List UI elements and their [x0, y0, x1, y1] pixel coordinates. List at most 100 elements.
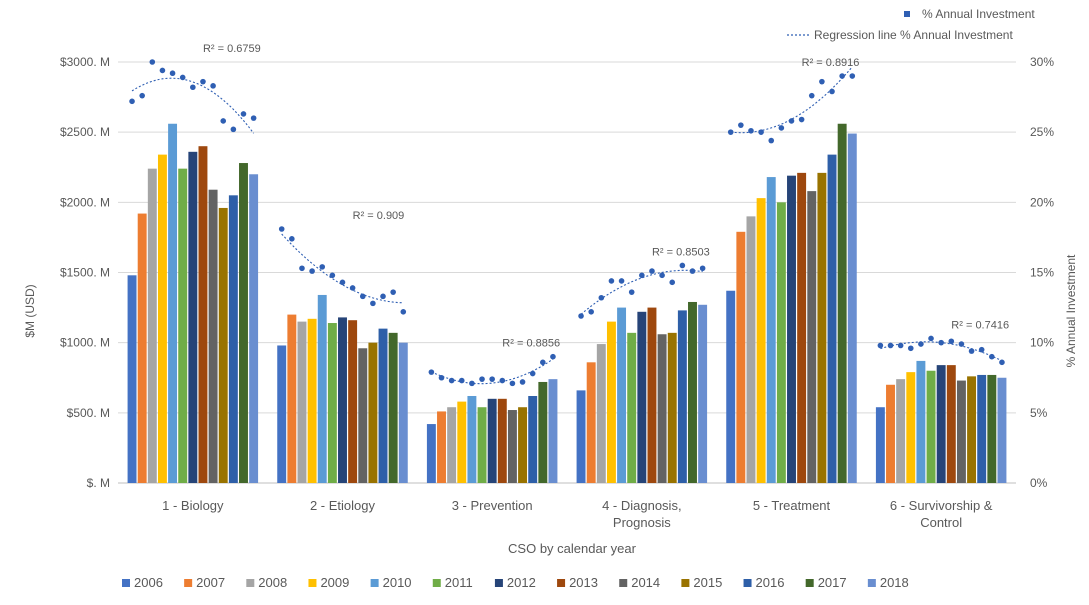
pct-dot-2018-2	[400, 308, 407, 315]
y2-tick-label: 15%	[1030, 266, 1054, 280]
pct-dot-2009-4	[608, 278, 615, 284]
pct-dot-2013-3	[499, 377, 506, 384]
pct-dot-2006-4	[578, 313, 584, 319]
y-tick-label: $2000. M	[60, 195, 110, 209]
bar-2017-1	[239, 163, 248, 484]
pct-dot-2013-1	[200, 78, 206, 85]
pct-dot-2016-3	[529, 370, 536, 377]
bar-2011-4	[627, 332, 637, 483]
pct-dot-2010-5	[768, 137, 775, 144]
pct-dot-2008-2	[299, 265, 305, 272]
legend-marker-2018	[867, 579, 876, 587]
bar-2012-4	[637, 311, 647, 483]
pct-dot-2011-4	[628, 289, 635, 295]
y-tick-label: $3000. M	[60, 55, 110, 69]
legend-marker-2014	[619, 579, 628, 587]
legend-label-2010: 2010	[383, 575, 412, 590]
pct-dot-2008-6	[897, 342, 904, 349]
pct-dot-2006-5	[727, 129, 734, 135]
bar-2012-1	[188, 151, 198, 483]
bar-2014-2	[358, 348, 368, 483]
pct-dot-2010-6	[918, 341, 924, 347]
bar-2017-5	[837, 123, 847, 483]
r-squared-label: R² = 0.8916	[802, 57, 860, 69]
legend-marker-2017	[805, 579, 814, 587]
pct-dot-2017-1	[240, 111, 247, 117]
bar-2016-4	[677, 310, 687, 483]
bar-2012-3	[487, 398, 497, 483]
y-tick-label: $500. M	[67, 406, 110, 420]
bar-2014-3	[507, 410, 517, 483]
x-tick-label: 4 - Diagnosis, Prognosis	[602, 498, 681, 530]
pct-dot-2010-4	[618, 278, 625, 284]
pct-dot-2012-6	[938, 339, 944, 346]
legend-marker-2007	[184, 579, 193, 587]
legend-label-2013: 2013	[569, 575, 598, 590]
bar-2015-3	[518, 407, 528, 483]
bar-2013-5	[797, 172, 807, 483]
legend-label-2016: 2016	[756, 575, 785, 590]
y-tick-label: $1000. M	[60, 336, 110, 350]
r-squared-label: R² = 0.8503	[652, 246, 710, 258]
bar-2016-5	[827, 154, 837, 483]
pct-dot-2015-4	[669, 279, 676, 286]
bar-2011-3	[477, 407, 487, 483]
legend-label-2012: 2012	[507, 575, 536, 590]
pct-dot-2010-3	[469, 380, 475, 387]
legend-marker-2015	[681, 579, 690, 587]
pct-dot-2016-6	[978, 346, 985, 353]
pct-dot-2015-3	[519, 379, 526, 385]
bar-2010-4	[617, 307, 627, 483]
pct-dot-2012-2	[339, 279, 346, 286]
pct-dot-2018-1	[250, 115, 257, 121]
bar-2008-1	[147, 168, 157, 484]
pct-dot-2017-4	[689, 268, 696, 274]
bar-2012-2	[338, 317, 347, 483]
r-squared-label: R² = 0.6759	[203, 43, 261, 55]
pct-dot-2011-1	[179, 74, 186, 81]
pct-dot-2006-3	[428, 369, 435, 375]
pct-dot-2013-6	[948, 338, 955, 345]
pct-dot-2009-5	[758, 129, 764, 135]
bar-2014-6	[956, 380, 966, 483]
y-tick-label: $. M	[87, 476, 110, 490]
y2-tick-label: 0%	[1030, 476, 1048, 490]
bar-2014-4	[657, 334, 667, 483]
bar-2009-4	[606, 321, 616, 483]
bar-2018-4	[698, 304, 708, 483]
r-squared-label: R² = 0.7416	[951, 319, 1009, 331]
y2-tick-label: 5%	[1030, 406, 1048, 420]
bar-2006-2	[277, 345, 287, 483]
pct-dot-2017-3	[540, 359, 546, 366]
bar-2006-6	[875, 407, 885, 483]
legend-label-2006: 2006	[134, 575, 163, 590]
bar-2011-2	[327, 323, 337, 483]
legend-marker-2008	[246, 579, 255, 587]
pct-dot-2018-3	[550, 353, 556, 360]
bar-2017-2	[388, 332, 398, 483]
bar-2008-3	[447, 407, 457, 483]
bar-2015-1	[218, 207, 228, 484]
bar-2013-4	[647, 307, 657, 483]
y2-tick-label: 30%	[1030, 55, 1054, 69]
legend-label-2017: 2017	[818, 575, 847, 590]
pct-dot-2007-1	[139, 92, 145, 99]
bar-2018-2	[398, 342, 408, 483]
top-legend-marker-pct	[904, 11, 910, 17]
legend-marker-2012	[494, 579, 503, 587]
pct-dot-2013-4	[649, 268, 655, 274]
pct-dot-2015-6	[968, 348, 975, 354]
pct-dot-2012-4	[639, 272, 645, 279]
bar-2015-5	[817, 172, 827, 483]
pct-dot-2013-5	[798, 116, 805, 123]
pct-dot-2014-4	[659, 272, 665, 279]
pct-dot-2011-2	[329, 272, 336, 279]
pct-dot-2006-1	[129, 98, 135, 105]
pct-dot-2014-6	[958, 341, 965, 347]
regression-line-2	[281, 233, 404, 304]
bar-2007-1	[137, 213, 147, 483]
pct-dot-2007-4	[588, 308, 594, 315]
pct-dot-2010-2	[319, 264, 326, 270]
y2-tick-label: 10%	[1030, 336, 1054, 350]
